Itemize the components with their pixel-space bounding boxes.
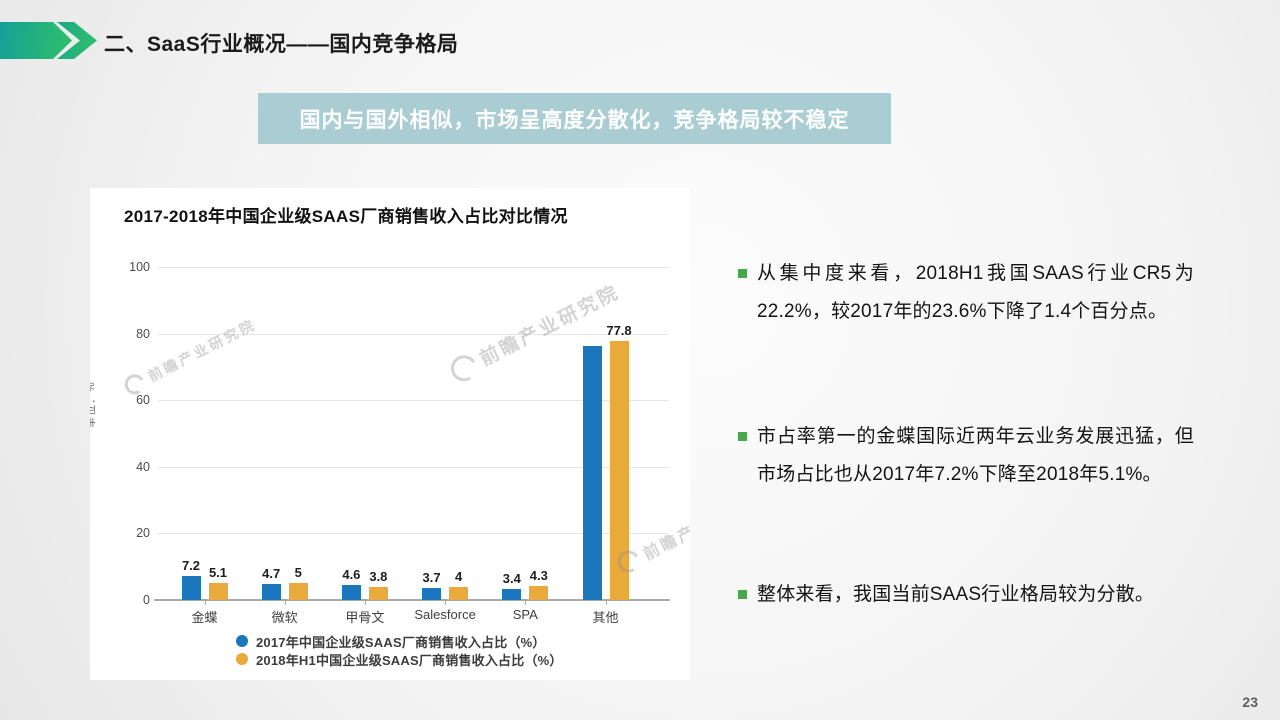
- summary-banner-text: 国内与国外相似，市场呈高度分散化，竞争格局较不稳定: [299, 108, 850, 132]
- legend-label-2018: 2018年H1中国企业级SAAS厂商销售收入占比（%）: [256, 652, 563, 668]
- x-category-label: 甲骨文: [345, 610, 385, 625]
- legend-row-2018: 2018年H1中国企业级SAAS厂商销售收入占比（%）: [236, 650, 563, 668]
- y-tick-label: 40: [136, 459, 150, 474]
- chart-legend: 2017年中国企业级SAAS厂商销售收入占比（%） 2018年H1中国企业级SA…: [236, 632, 563, 668]
- bar-value-label: 3.8: [369, 569, 388, 585]
- x-axis-tick: [364, 600, 366, 605]
- chart-title: 2017-2018年中国企业级SAAS厂商销售收入占比对比情况: [124, 207, 568, 226]
- legend-row-2017: 2017年中国企业级SAAS厂商销售收入占比（%）: [236, 632, 563, 650]
- bar-其他-series0: [582, 345, 602, 600]
- bar-value-label: 4.3: [529, 567, 548, 583]
- gridline: [158, 533, 668, 535]
- green-arrow-icon: [0, 22, 72, 59]
- note-item: 从集中度来看，2018H1我国SAAS行业CR5为22.2%，较2017年的23…: [738, 255, 1194, 331]
- bar-value-label: 4.7: [262, 566, 281, 582]
- legend-dot-2018: [236, 653, 248, 665]
- bar-金蝶-series1: [208, 583, 228, 600]
- x-category-label: SPA: [512, 607, 538, 622]
- x-category-label: 微软: [271, 610, 298, 625]
- gridline: [158, 466, 668, 468]
- x-axis-line: [154, 599, 670, 601]
- bar-value-label: 5.1: [208, 565, 228, 581]
- bar-SPA-series1: [529, 585, 549, 600]
- y-tick-label: 0: [143, 593, 150, 607]
- page-number: 23: [1242, 694, 1258, 710]
- legend-dot-2017: [236, 635, 248, 647]
- bar-金蝶-series0: [181, 576, 201, 600]
- bullet-square-icon: [738, 432, 747, 441]
- x-category-label: Salesforce: [414, 607, 476, 622]
- bar-Salesforce-series0: [422, 587, 442, 600]
- x-axis-tick: [525, 600, 527, 605]
- chart-card: 2017-2018年中国企业级SAAS厂商销售收入占比对比情况 单位：% 0 20…: [90, 188, 690, 680]
- bar-微软-series1: [288, 583, 308, 600]
- note-item: 市占率第一的金蝶国际近两年云业务发展迅猛，但市场占比也从2017年7.2%下降至…: [738, 418, 1194, 494]
- bar-value-label: 77.8: [606, 322, 632, 338]
- bar-其他-series1: [609, 340, 629, 600]
- bar-value-label: 4: [454, 568, 463, 584]
- bar-value-label: 4.6: [342, 566, 361, 582]
- x-category-label: 金蝶: [191, 610, 218, 625]
- summary-banner: 国内与国外相似，市场呈高度分散化，竞争格局较不稳定: [258, 93, 891, 144]
- bullet-square-icon: [738, 269, 747, 278]
- note-text: 整体来看，我国当前SAAS行业格局较为分散。: [757, 584, 1155, 605]
- legend-label-2017: 2017年中国企业级SAAS厂商销售收入占比（%）: [256, 634, 546, 650]
- bar-value-label: 3.7: [422, 569, 441, 585]
- bar-Salesforce-series1: [449, 586, 469, 600]
- y-tick-label: 100: [129, 260, 150, 274]
- gridline: [158, 400, 668, 402]
- note-text: 市占率第一的金蝶国际近两年云业务发展迅猛，但市场占比也从2017年7.2%下降至…: [757, 426, 1194, 485]
- x-axis-tick: [284, 600, 286, 605]
- y-tick-label: 60: [136, 393, 150, 408]
- x-axis-tick: [204, 600, 206, 605]
- note-text: 从集中度来看，2018H1我国SAAS行业CR5为22.2%，较2017年的23…: [757, 263, 1194, 322]
- bar-甲骨文-series1: [368, 587, 388, 600]
- y-tick-label: 80: [136, 326, 150, 341]
- gridline: [158, 267, 668, 268]
- gridline: [158, 333, 668, 335]
- y-tick-label: 20: [136, 526, 150, 541]
- bar-chart-plot: 0 20 40 60 80 100 7.2 5.1 金蝶 4.7 5 微软 4.6 3.8 甲骨文 3.7 4 S…: [129, 260, 670, 625]
- y-axis-unit-label: 单位：%: [90, 381, 97, 428]
- x-axis-tick: [445, 600, 447, 605]
- bar-value-label: 7.2: [181, 558, 201, 574]
- x-category-label: 其他: [592, 610, 619, 625]
- bar-甲骨文-series0: [341, 584, 361, 600]
- bar-value-label: 5: [294, 565, 302, 581]
- page-title: 二、SaaS行业概况——国内竞争格局: [104, 33, 459, 56]
- x-axis-tick: [605, 600, 607, 605]
- note-item: 整体来看，我国当前SAAS行业格局较为分散。: [738, 576, 1154, 614]
- bar-微软-series0: [261, 584, 281, 600]
- bar-value-label: 3.4: [502, 570, 521, 586]
- bullet-square-icon: [738, 590, 747, 599]
- bar-SPA-series0: [502, 588, 522, 600]
